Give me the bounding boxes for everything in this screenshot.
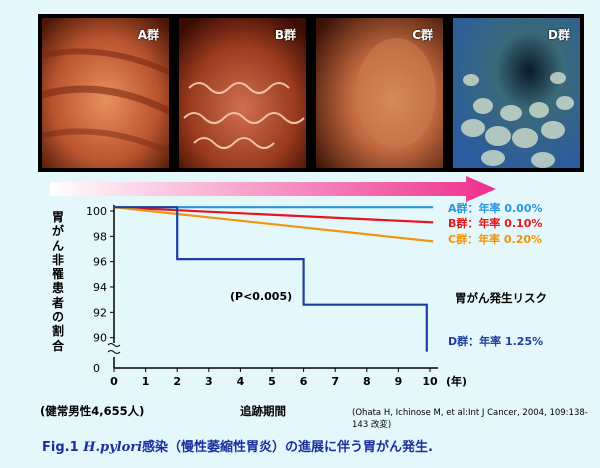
photo-group-b: B群 <box>179 18 306 168</box>
photo-c-image <box>316 18 443 168</box>
y-tick-label: 92 <box>93 306 107 319</box>
y-tick-label: 98 <box>93 230 107 243</box>
risk-title: 胃がん発生リスク <box>455 291 547 305</box>
y-tick-label: 94 <box>93 281 107 294</box>
caption-rest: 感染（慢性萎縮性胃炎）の進展に伴う胃がん発生. <box>142 440 433 455</box>
x-unit-label: (年) <box>446 374 467 388</box>
endoscopy-photo-strip: A群 B群 C群 <box>38 14 584 172</box>
x-tick-label: 9 <box>395 375 403 388</box>
series-label-C群: C群：年率 0.20% <box>448 232 542 246</box>
series-label-A群: A群：年率 0.00% <box>448 201 543 215</box>
y-tick-label: 96 <box>93 256 107 269</box>
progression-arrow <box>50 176 496 202</box>
y-tick-label: 100 <box>86 205 107 218</box>
series-label-B群: B群：年率 0.10% <box>448 216 542 230</box>
y-axis-break-mark <box>107 343 121 354</box>
photo-b-label: B群 <box>274 28 296 42</box>
y-axis-label: 胃がん非罹患者の割合 <box>51 210 64 353</box>
photo-a-label: A群 <box>137 28 159 42</box>
photo-group-c: C群 <box>316 18 443 168</box>
cohort-label: (健常男性4,655人) <box>40 404 145 418</box>
x-tick-label: 2 <box>173 375 181 388</box>
x-tick-label: 5 <box>268 375 276 388</box>
series-line-D群 <box>114 206 428 352</box>
source-citation: (Ohata H, Ichinose M, et al:Int J Cancer… <box>352 408 588 430</box>
photo-b-image <box>179 18 306 168</box>
x-tick-label: 1 <box>142 375 150 388</box>
photo-c-label: C群 <box>412 28 433 42</box>
x-tick-label: 10 <box>422 375 438 388</box>
p-value-annotation: (P<0.005) <box>230 290 292 303</box>
photo-a-image <box>42 18 169 168</box>
x-tick-label: 7 <box>331 375 339 388</box>
x-tick-label: 4 <box>237 375 245 388</box>
photo-d-image <box>453 18 580 168</box>
y-tick-label: 90 <box>93 332 107 345</box>
x-tick-label: 8 <box>363 375 371 388</box>
x-axis-label: 追跡期間 <box>240 404 286 418</box>
y-tick-label-zero: 0 <box>93 362 100 375</box>
photo-d-label: D群 <box>548 28 570 42</box>
caption-prefix: Fig.1 <box>42 440 79 455</box>
x-tick-label: 3 <box>205 375 213 388</box>
x-tick-label: 6 <box>300 375 308 388</box>
x-tick-label: 0 <box>110 375 118 388</box>
figure-caption: Fig.1 H.pylori感染（慢性萎縮性胃炎）の進展に伴う胃がん発生. <box>42 436 433 455</box>
photo-group-d: D群 <box>453 18 580 168</box>
series-label-D群: D群：年率 1.25% <box>448 334 543 348</box>
series-line-C群 <box>113 206 434 243</box>
photo-group-a: A群 <box>42 18 169 168</box>
series-line-B群 <box>113 206 434 224</box>
caption-italic: H.pylori <box>83 440 143 455</box>
